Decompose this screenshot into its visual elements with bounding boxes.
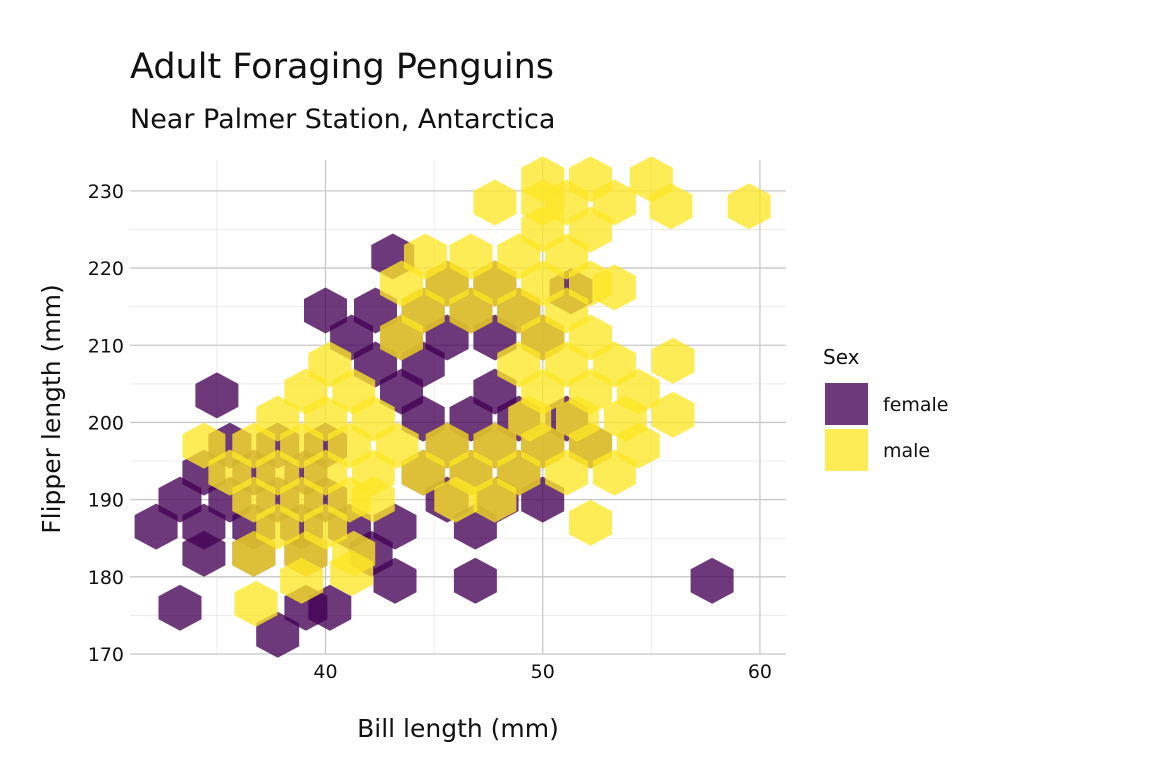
- x-tick-label: 60: [748, 661, 772, 683]
- y-tick-label: 210: [88, 335, 124, 357]
- y-tick-label: 220: [88, 258, 124, 280]
- x-tick-label: 50: [531, 661, 555, 683]
- y-tick-label: 190: [88, 490, 124, 512]
- hex-bin-female: [304, 287, 347, 334]
- hex-bin-male: [569, 156, 612, 203]
- y-tick-label: 230: [88, 181, 124, 203]
- y-tick-label: 170: [88, 644, 124, 666]
- hex-bin-male: [182, 422, 226, 469]
- hex-bin-female: [158, 584, 202, 631]
- y-tick-label: 200: [88, 412, 124, 434]
- hex-bin-male: [521, 156, 565, 203]
- hex-bin-female: [195, 372, 239, 419]
- legend-swatch-male: [825, 429, 868, 471]
- hex-bin-male: [473, 179, 517, 226]
- hex-layer: [134, 156, 771, 658]
- hex-series-male: [182, 156, 771, 627]
- hex-bin-female: [453, 557, 497, 604]
- hex-bin-male: [629, 156, 673, 203]
- hex-bin-male: [403, 233, 447, 280]
- hex-bin-female: [256, 611, 300, 658]
- chart-title: Adult Foraging Penguins: [130, 47, 554, 87]
- hex-bin-female: [690, 557, 734, 604]
- hex-bin-male: [425, 422, 469, 469]
- hex-bin-male: [332, 530, 376, 577]
- hex-bin-female: [308, 584, 352, 631]
- x-axis-ticks: 40 50 60: [313, 661, 772, 683]
- hex-bin-male: [651, 337, 695, 384]
- legend: Sex female male: [823, 345, 949, 471]
- legend-label-female: female: [883, 394, 949, 416]
- legend-swatch-female: [825, 383, 868, 425]
- x-tick-label: 40: [313, 661, 337, 683]
- hex-bin-male: [308, 341, 352, 388]
- hex-bin-male: [727, 183, 771, 230]
- y-axis-ticks: 170 180 190 200 210 220 230: [88, 181, 124, 666]
- hex-bin-male: [569, 499, 612, 546]
- hex-bin-female: [354, 287, 397, 334]
- legend-label-male: male: [883, 440, 930, 462]
- y-tick-label: 180: [88, 567, 124, 589]
- hex-bin-male: [651, 391, 695, 438]
- x-axis-title: Bill length (mm): [357, 714, 559, 743]
- hex-bin-male: [592, 264, 636, 311]
- chart-subtitle: Near Palmer Station, Antarctica: [130, 104, 555, 135]
- hex-bin-male: [449, 233, 493, 280]
- hex-bin-male: [234, 580, 278, 627]
- hex-bin-male: [256, 395, 300, 442]
- legend-title: Sex: [823, 345, 860, 369]
- hex-bin-male: [473, 422, 517, 469]
- y-axis-title: Flipper length (mm): [37, 284, 66, 533]
